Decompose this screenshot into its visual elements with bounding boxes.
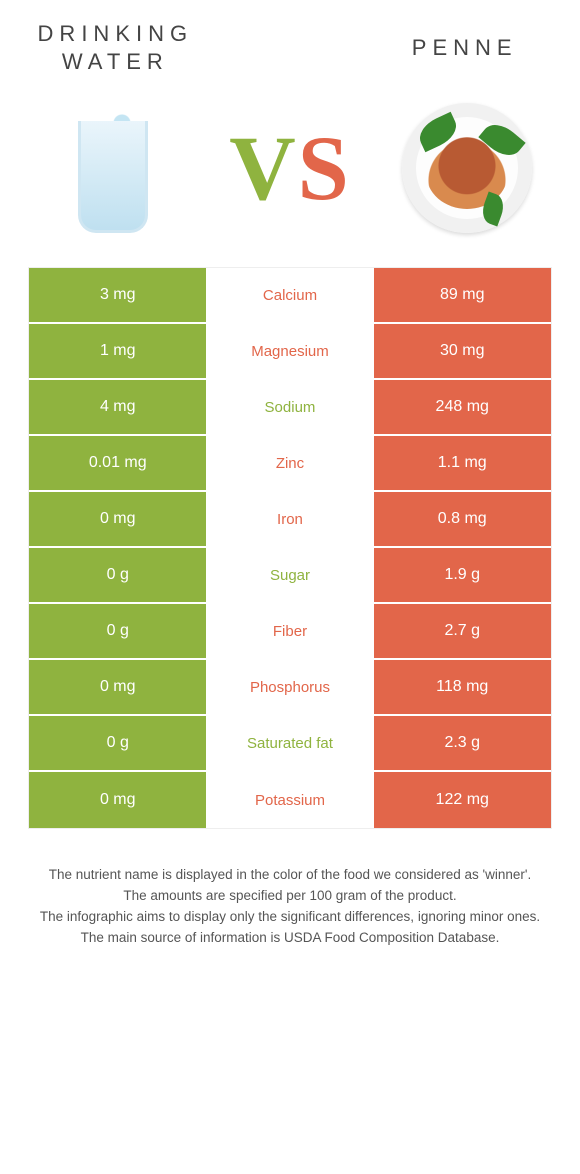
nutrient-label: Sodium xyxy=(206,380,373,434)
table-row: 0 gSaturated fat2.3 g xyxy=(29,716,551,772)
table-row: 0.01 mgZinc1.1 mg xyxy=(29,436,551,492)
right-value: 1.9 g xyxy=(374,548,551,602)
right-value: 89 mg xyxy=(374,268,551,322)
table-row: 0 mgPotassium122 mg xyxy=(29,772,551,828)
nutrient-label: Zinc xyxy=(206,436,373,490)
right-value: 2.7 g xyxy=(374,604,551,658)
table-row: 1 mgMagnesium30 mg xyxy=(29,324,551,380)
right-value: 0.8 mg xyxy=(374,492,551,546)
images-vs-row: VS xyxy=(28,83,552,253)
vs-v: V xyxy=(229,117,297,219)
right-value: 30 mg xyxy=(374,324,551,378)
left-food-image xyxy=(28,83,198,253)
left-food-title: Drinking water xyxy=(28,20,203,75)
left-value: 4 mg xyxy=(29,380,206,434)
table-row: 3 mgCalcium89 mg xyxy=(29,268,551,324)
left-value: 3 mg xyxy=(29,268,206,322)
left-food-title-line1: Drinking xyxy=(28,20,203,48)
footnote-line: The infographic aims to display only the… xyxy=(28,907,552,928)
table-row: 0 gFiber2.7 g xyxy=(29,604,551,660)
titles-row: Drinking water Penne xyxy=(28,20,552,75)
footnotes: The nutrient name is displayed in the co… xyxy=(28,865,552,949)
left-value: 0 g xyxy=(29,716,206,770)
right-food-title: Penne xyxy=(377,34,552,62)
nutrient-label: Sugar xyxy=(206,548,373,602)
footnote-line: The nutrient name is displayed in the co… xyxy=(28,865,552,886)
table-row: 0 gSugar1.9 g xyxy=(29,548,551,604)
right-value: 1.1 mg xyxy=(374,436,551,490)
nutrient-label: Fiber xyxy=(206,604,373,658)
left-value: 0 mg xyxy=(29,660,206,714)
right-food-title-line1: Penne xyxy=(377,34,552,62)
right-value: 118 mg xyxy=(374,660,551,714)
penne-plate-icon xyxy=(392,93,542,243)
left-food-title-line2: water xyxy=(28,48,203,76)
left-value: 0 g xyxy=(29,604,206,658)
footnote-line: The main source of information is USDA F… xyxy=(28,928,552,949)
left-value: 0 mg xyxy=(29,772,206,828)
left-value: 0 mg xyxy=(29,492,206,546)
right-food-image xyxy=(382,83,552,253)
left-value: 0.01 mg xyxy=(29,436,206,490)
vs-label: VS xyxy=(229,115,351,221)
right-value: 2.3 g xyxy=(374,716,551,770)
table-row: 4 mgSodium248 mg xyxy=(29,380,551,436)
water-glass-icon xyxy=(68,103,158,233)
comparison-infographic: Drinking water Penne VS 3 mg xyxy=(0,0,580,989)
vs-s: S xyxy=(298,117,351,219)
right-value: 122 mg xyxy=(374,772,551,828)
nutrient-table: 3 mgCalcium89 mg1 mgMagnesium30 mg4 mgSo… xyxy=(28,267,552,829)
nutrient-label: Magnesium xyxy=(206,324,373,378)
table-row: 0 mgPhosphorus118 mg xyxy=(29,660,551,716)
footnote-line: The amounts are specified per 100 gram o… xyxy=(28,886,552,907)
nutrient-label: Calcium xyxy=(206,268,373,322)
nutrient-label: Saturated fat xyxy=(206,716,373,770)
nutrient-label: Potassium xyxy=(206,772,373,828)
right-value: 248 mg xyxy=(374,380,551,434)
left-value: 0 g xyxy=(29,548,206,602)
nutrient-label: Iron xyxy=(206,492,373,546)
table-row: 0 mgIron0.8 mg xyxy=(29,492,551,548)
left-value: 1 mg xyxy=(29,324,206,378)
nutrient-label: Phosphorus xyxy=(206,660,373,714)
